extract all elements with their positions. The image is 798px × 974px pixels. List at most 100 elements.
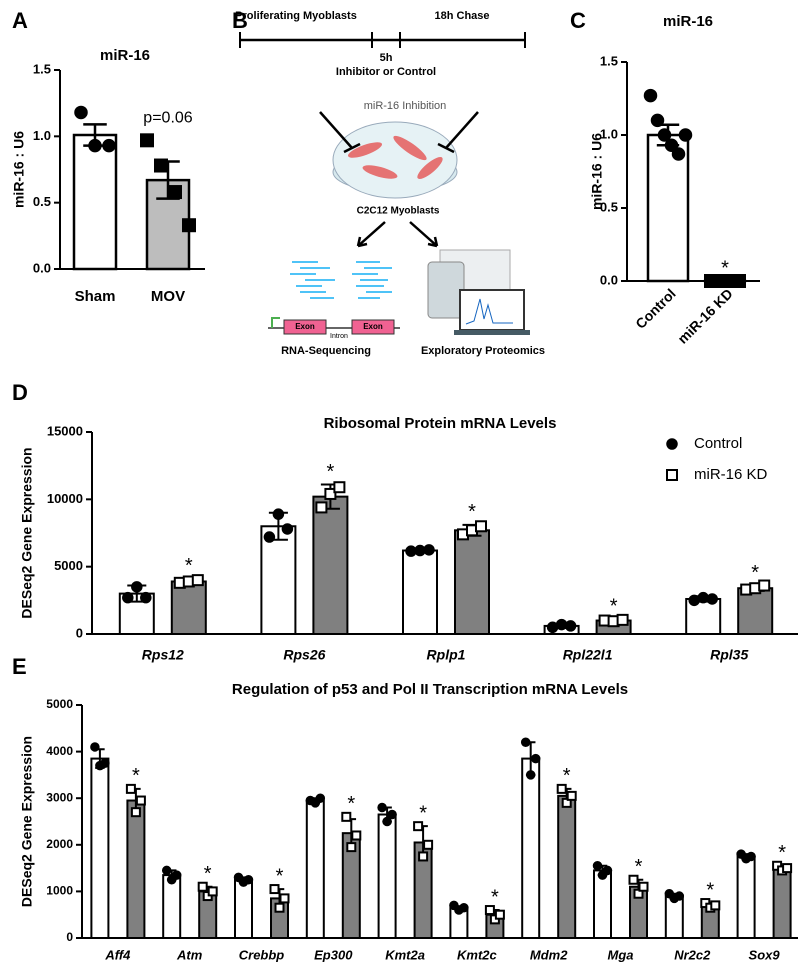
inhibitor-line [320,112,352,148]
data-point [347,843,355,851]
x-tick-label: Mdm2 [530,947,568,962]
data-point [132,808,140,816]
y-tick-label: 10000 [47,491,83,506]
legend-marker [667,439,677,449]
x-tick-label: Kmt2a [385,947,425,962]
phase-label: Proliferating Myoblasts [235,10,357,22]
panel-b: B Proliferating Myoblasts 18h Chase 5h I… [232,8,545,357]
data-point [460,904,468,912]
arrow [358,222,437,246]
data-point [281,894,289,902]
data-point [388,811,396,819]
data-point [680,129,692,141]
data-point [532,755,540,763]
annotation: * [721,257,729,279]
y-tick-label: 1.0 [33,128,51,143]
data-point [209,887,217,895]
annotation: * [706,879,714,901]
x-tick-label: Rpl22l1 [563,647,613,663]
pulse-label: 5h [380,52,393,64]
bar [127,801,144,938]
annotation: * [185,555,193,577]
y-tick-label: 0.5 [33,194,51,209]
data-point [733,275,745,287]
annotation: * [347,793,355,815]
data-point [747,852,755,860]
x-tick-label: Control [632,285,679,332]
data-point [566,621,576,631]
laptop-base [454,330,530,335]
y-tick-label: 5000 [54,558,83,573]
intron-label: Intron [330,333,348,340]
data-point [522,738,530,746]
dish-label: miR-16 Inhibition [364,100,447,112]
annotation: * [132,765,140,787]
data-point [419,852,427,860]
x-tick-label: Aff4 [104,947,131,962]
data-point [169,186,181,198]
data-point [155,160,167,172]
data-point [123,593,133,603]
data-point [273,509,283,519]
y-tick-label: 0.0 [600,272,618,287]
y-tick-label: 1000 [46,884,73,898]
data-point [245,876,253,884]
x-tick-label: MOV [151,288,185,305]
data-point [316,794,324,802]
data-point [496,911,504,919]
bar [163,875,180,938]
data-point [316,502,326,512]
data-point [527,771,535,779]
x-tick-label: Rps12 [142,647,184,663]
y-tick-label: 5000 [46,697,73,711]
y-tick-label: 0 [66,930,73,944]
data-point [378,804,386,812]
data-point [75,106,87,118]
annotation: * [563,765,571,787]
x-tick-label: Crebbp [239,947,285,962]
bar [558,796,575,938]
annotation: * [276,865,284,887]
y-tick-label: 1.5 [600,53,618,68]
x-tick-label: Rps26 [283,647,325,663]
y-axis-label: DESeq2 Gene Expression [19,736,35,907]
data-point [163,866,171,874]
annotation: * [419,802,427,824]
legend-label: miR-16 KD [694,466,768,483]
y-axis-label: DESeq2 Gene Expression [19,447,35,618]
data-point [783,864,791,872]
panel-letter: C [570,8,586,33]
data-point [141,593,151,603]
bar [261,526,295,634]
annotation: * [491,886,499,908]
chart-title: miR-16 [663,13,713,30]
panel-letter: E [12,654,27,679]
data-point [424,841,432,849]
bar [235,880,252,938]
data-point [652,114,664,126]
bar [738,856,755,938]
x-tick-label: Sox9 [749,947,781,962]
bar [774,868,791,938]
annotation: * [468,501,476,523]
inhibitor-line [446,112,478,148]
bar [74,135,116,269]
method-label: Exploratory Proteomics [421,345,545,357]
data-point [424,545,434,555]
annotation: p=0.06 [143,110,192,127]
y-tick-label: 0.5 [600,199,618,214]
bar [403,551,437,634]
reads [290,262,392,298]
y-tick-label: 0.0 [33,260,51,275]
bar [313,497,347,634]
treatment-label: Inhibitor or Control [336,66,436,78]
data-point [141,134,153,146]
annotation: * [778,842,786,864]
data-point [476,521,486,531]
data-point [334,482,344,492]
data-point [173,871,181,879]
data-point [132,582,142,592]
panel-letter: D [12,380,28,405]
data-point [618,615,628,625]
